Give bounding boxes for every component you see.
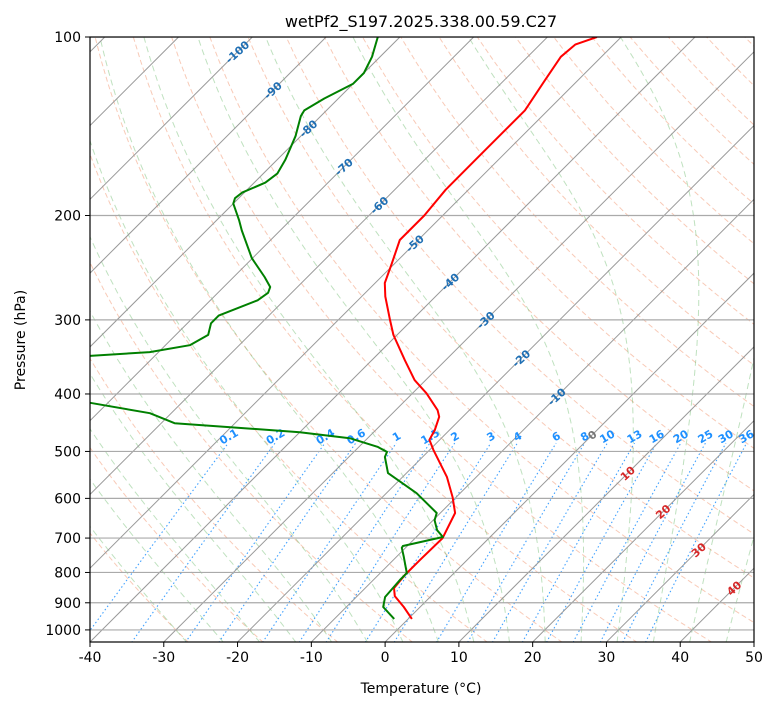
moist-adiabat [3,37,332,643]
x-tick-label: -30 [152,650,175,666]
mixing-ratio-label: 6 [550,429,563,444]
dry-adiabat [439,37,775,643]
y-tick-label: 700 [54,531,81,547]
background-lines [0,37,775,643]
y-tick-label: 100 [54,30,81,46]
mixing-ratio-label: 10 [598,427,618,446]
temperature-profile-line [385,37,597,619]
x-tick-label: 40 [671,650,689,666]
x-tick-label: -20 [226,650,249,666]
moist-adiabat [469,37,634,643]
mixing-ratio-label: 0.1 [217,426,240,447]
chart-title: wetPf2_S197.2025.338.00.59.C27 [285,12,557,32]
mixing-ratio-line [219,443,356,642]
mixing-ratio-label: 16 [647,427,667,446]
dry-adiabat [0,37,338,643]
y-tick-label: 200 [54,208,81,224]
mixing-ratio-line [547,443,657,642]
x-axis-label: Temperature (°C) [360,681,482,697]
y-axis-label: Pressure (hPa) [13,290,29,390]
mixing-ratio-label: 1 [390,429,403,444]
mixing-ratio-label: 30 [716,427,736,446]
y-axis: 100 200 300 400 500 600 700 800 900 1000 [45,30,90,639]
isotherm [458,37,775,642]
mixing-ratio-label: 3 [485,429,498,444]
mixing-ratio-line [263,443,397,642]
isotherm [163,37,768,642]
dry-adiabat [172,37,713,643]
mixing-ratio-line [623,443,726,642]
dry-adiabat [707,37,775,643]
y-tick-label: 400 [54,387,81,403]
dry-adiabat [0,37,263,643]
moist-adiabat [100,37,439,643]
mixing-ratio-line [132,443,275,642]
x-tick-label: -10 [300,650,323,666]
dry-adiabat [745,37,775,643]
mixing-ratio-line [326,443,455,642]
dry-adiabat [668,37,775,643]
plot-frame [90,37,754,642]
dry-adiabat [554,37,775,643]
y-tick-label: 300 [54,313,81,329]
isotherm [385,37,775,642]
isotherm [532,37,775,642]
mixing-ratio-label: 2 [448,429,461,444]
mixing-ratio-line [492,443,607,642]
x-tick-label: 20 [524,650,542,666]
isotherm [0,37,326,642]
dry-adiabat [363,37,775,643]
y-tick-label: 800 [54,565,81,581]
dry-adiabat [19,37,413,643]
isotherm [90,37,695,642]
moist-adiabat [726,37,775,643]
x-tick-label: 10 [450,650,468,666]
y-tick-label: 500 [54,444,81,460]
dry-adiabat [133,37,637,643]
y-tick-label: 900 [54,596,81,612]
moist-adiabat [0,37,224,643]
moist-adiabat [0,37,260,643]
mixing-ratio-label: 0.6 [345,426,369,447]
mixing-ratio-line [600,443,705,642]
moist-adiabat [63,37,403,643]
isotherm [754,37,775,642]
x-axis: -40 -30 -20 -10 0 10 20 30 40 50 [79,642,763,666]
x-tick-label: 0 [381,650,390,666]
isotherm-label: -100 [223,38,252,66]
x-tick-label: 50 [745,650,763,666]
y-tick-label: 1000 [45,623,81,639]
y-tick-label: 600 [54,491,81,507]
dry-adiabat [57,37,488,643]
mixing-ratio-label: 25 [696,427,716,446]
mixing-ratio-label: 13 [625,427,645,446]
dry-adiabat [592,37,775,643]
x-tick-label: 30 [598,650,616,666]
x-tick-label: -40 [79,650,102,666]
isotherm [0,37,547,642]
